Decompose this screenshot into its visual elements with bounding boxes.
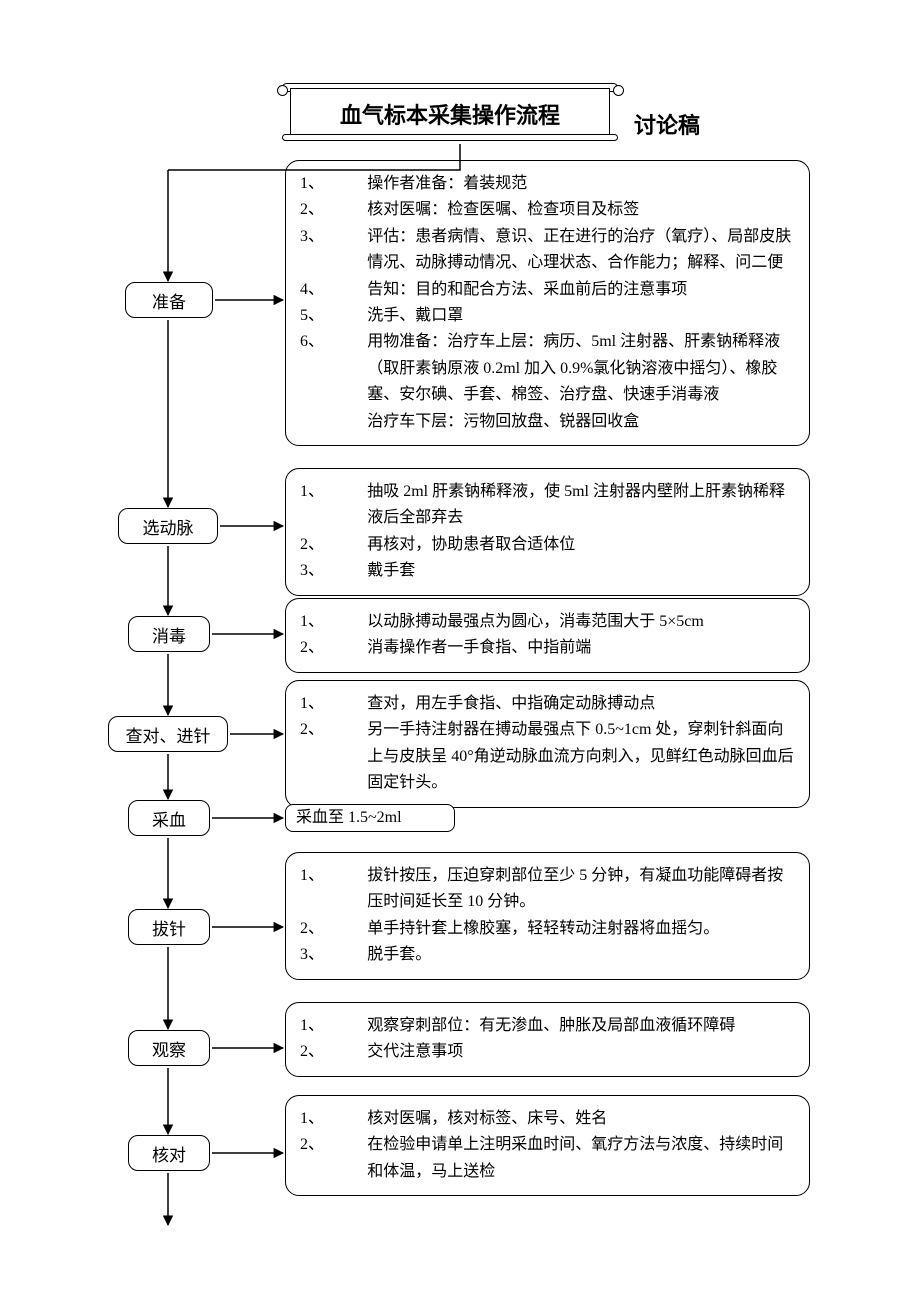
content-observe: 1、观察穿刺部位：有无渗血、肿胀及局部血液循环障碍2、交代注意事项 bbox=[285, 1002, 810, 1077]
content-item: 4、告知：目的和配合方法、采血前后的注意事项 bbox=[334, 277, 795, 303]
content-item: 5、洗手、戴口罩 bbox=[334, 303, 795, 329]
step-check: 查对、进针 bbox=[108, 716, 228, 752]
content-item: 2、单手持针套上橡胶塞，轻轻转动注射器将血摇匀。 bbox=[334, 916, 795, 942]
step-artery: 选动脉 bbox=[118, 508, 218, 544]
content-item: 3、戴手套 bbox=[334, 558, 795, 584]
content-item: 1、查对，用左手食指、中指确定动脉搏动点 bbox=[334, 691, 795, 717]
step-verify: 核对 bbox=[128, 1135, 210, 1171]
content-item: 1、核对医嘱，核对标签、床号、姓名 bbox=[334, 1106, 795, 1132]
content-item: 2、再核对，协助患者取合适体位 bbox=[334, 532, 795, 558]
content-item: 1、拔针按压，压迫穿刺部位至少 5 分钟，有凝血功能障碍者按压时间延长至 10 … bbox=[334, 863, 795, 916]
content-item: 1、抽吸 2ml 肝素钠稀释液，使 5ml 注射器内壁附上肝素钠稀释液后全部弃去 bbox=[334, 479, 795, 532]
page-title: 血气标本采集操作流程 bbox=[290, 88, 610, 140]
content-artery: 1、抽吸 2ml 肝素钠稀释液，使 5ml 注射器内壁附上肝素钠稀释液后全部弃去… bbox=[285, 468, 810, 596]
content-item: 2、另一手持注射器在搏动最强点下 0.5~1cm 处，穿刺针斜面向上与皮肤呈 4… bbox=[334, 717, 795, 796]
title-scroll-corner bbox=[277, 85, 288, 96]
title-scroll-decoration-bottom bbox=[282, 134, 618, 141]
content-item: 3、脱手套。 bbox=[334, 942, 795, 968]
content-disinfect: 1、以动脉搏动最强点为圆心，消毒范围大于 5×5cm2、消毒操作者一手食指、中指… bbox=[285, 598, 810, 673]
content-item: 2、核对医嘱：检查医嘱、检查项目及标签 bbox=[334, 197, 795, 223]
content-item: 2、交代注意事项 bbox=[334, 1039, 795, 1065]
content-item: 1、操作者准备：着装规范 bbox=[334, 171, 795, 197]
content-item: 6、用物准备：治疗车上层：病历、5ml 注射器、肝素钠稀释液（取肝素钠原液 0.… bbox=[334, 329, 795, 435]
content-check: 1、查对，用左手食指、中指确定动脉搏动点2、另一手持注射器在搏动最强点下 0.5… bbox=[285, 680, 810, 808]
content-item: 2、在检验申请单上注明采血时间、氧疗方法与浓度、持续时间和体温，马上送检 bbox=[334, 1132, 795, 1185]
step-withdraw: 拔针 bbox=[128, 909, 210, 945]
content-item: 3、评估：患者病情、意识、正在进行的治疗（氧疗）、局部皮肤情况、动脉搏动情况、心… bbox=[334, 224, 795, 277]
content-prepare: 1、操作者准备：着装规范2、核对医嘱：检查医嘱、检查项目及标签3、评估：患者病情… bbox=[285, 160, 810, 446]
content-item: 2、消毒操作者一手食指、中指前端 bbox=[334, 635, 795, 661]
step-observe: 观察 bbox=[128, 1030, 210, 1066]
content-item: 1、观察穿刺部位：有无渗血、肿胀及局部血液循环障碍 bbox=[334, 1013, 795, 1039]
content-verify: 1、核对医嘱，核对标签、床号、姓名2、在检验申请单上注明采血时间、氧疗方法与浓度… bbox=[285, 1095, 810, 1196]
title-scroll-corner bbox=[613, 85, 624, 96]
content-collect: 采血至 1.5~2ml bbox=[285, 804, 455, 832]
content-item: 1、以动脉搏动最强点为圆心，消毒范围大于 5×5cm bbox=[334, 609, 795, 635]
step-disinfect: 消毒 bbox=[128, 616, 210, 652]
subtitle: 讨论稿 bbox=[634, 108, 700, 140]
content-withdraw: 1、拔针按压，压迫穿刺部位至少 5 分钟，有凝血功能障碍者按压时间延长至 10 … bbox=[285, 852, 810, 980]
step-prepare: 准备 bbox=[125, 282, 213, 318]
step-collect: 采血 bbox=[128, 800, 210, 836]
